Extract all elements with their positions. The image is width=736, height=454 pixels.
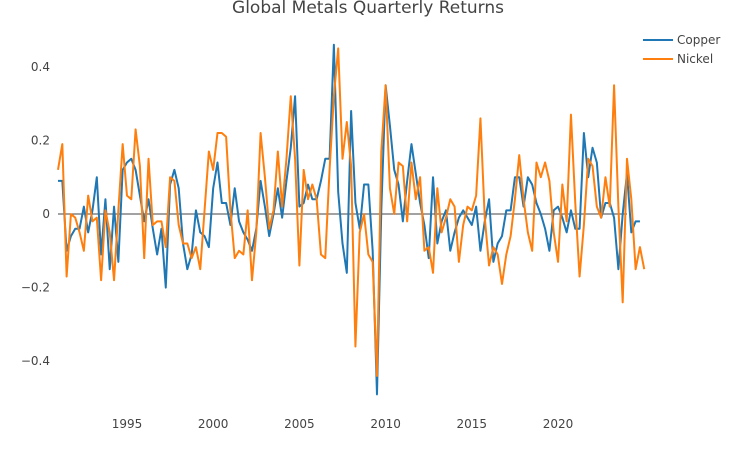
- y-tick-label: −0.2: [21, 281, 50, 295]
- x-tick-label: 2005: [284, 417, 315, 431]
- x-tick-label: 2000: [198, 417, 229, 431]
- legend-item-nickel[interactable]: Nickel: [643, 52, 713, 66]
- y-tick-label: 0.4: [31, 60, 50, 74]
- x-tick-label: 2010: [370, 417, 401, 431]
- chart-title: Global Metals Quarterly Returns: [232, 0, 504, 18]
- legend-item-copper[interactable]: Copper: [643, 33, 720, 47]
- legend-label: Copper: [677, 33, 720, 47]
- legend-label: Nickel: [677, 52, 713, 66]
- x-tick-label: 2015: [457, 417, 488, 431]
- y-tick-label: −0.4: [21, 354, 50, 368]
- x-axis-ticks: 1995 2000 2005 2010 2015 2020: [112, 417, 574, 431]
- x-tick-label: 2020: [543, 417, 574, 431]
- series-layer: [57, 43, 646, 396]
- y-tick-label: 0.2: [31, 133, 50, 147]
- legend[interactable]: Copper Nickel: [643, 33, 720, 66]
- y-axis-ticks: −0.4 −0.2 0 0.2 0.4: [21, 60, 50, 368]
- x-tick-label: 1995: [112, 417, 143, 431]
- series-line-nickel: [57, 47, 646, 377]
- y-tick-label: 0: [42, 207, 50, 221]
- series-line-copper: [58, 43, 640, 396]
